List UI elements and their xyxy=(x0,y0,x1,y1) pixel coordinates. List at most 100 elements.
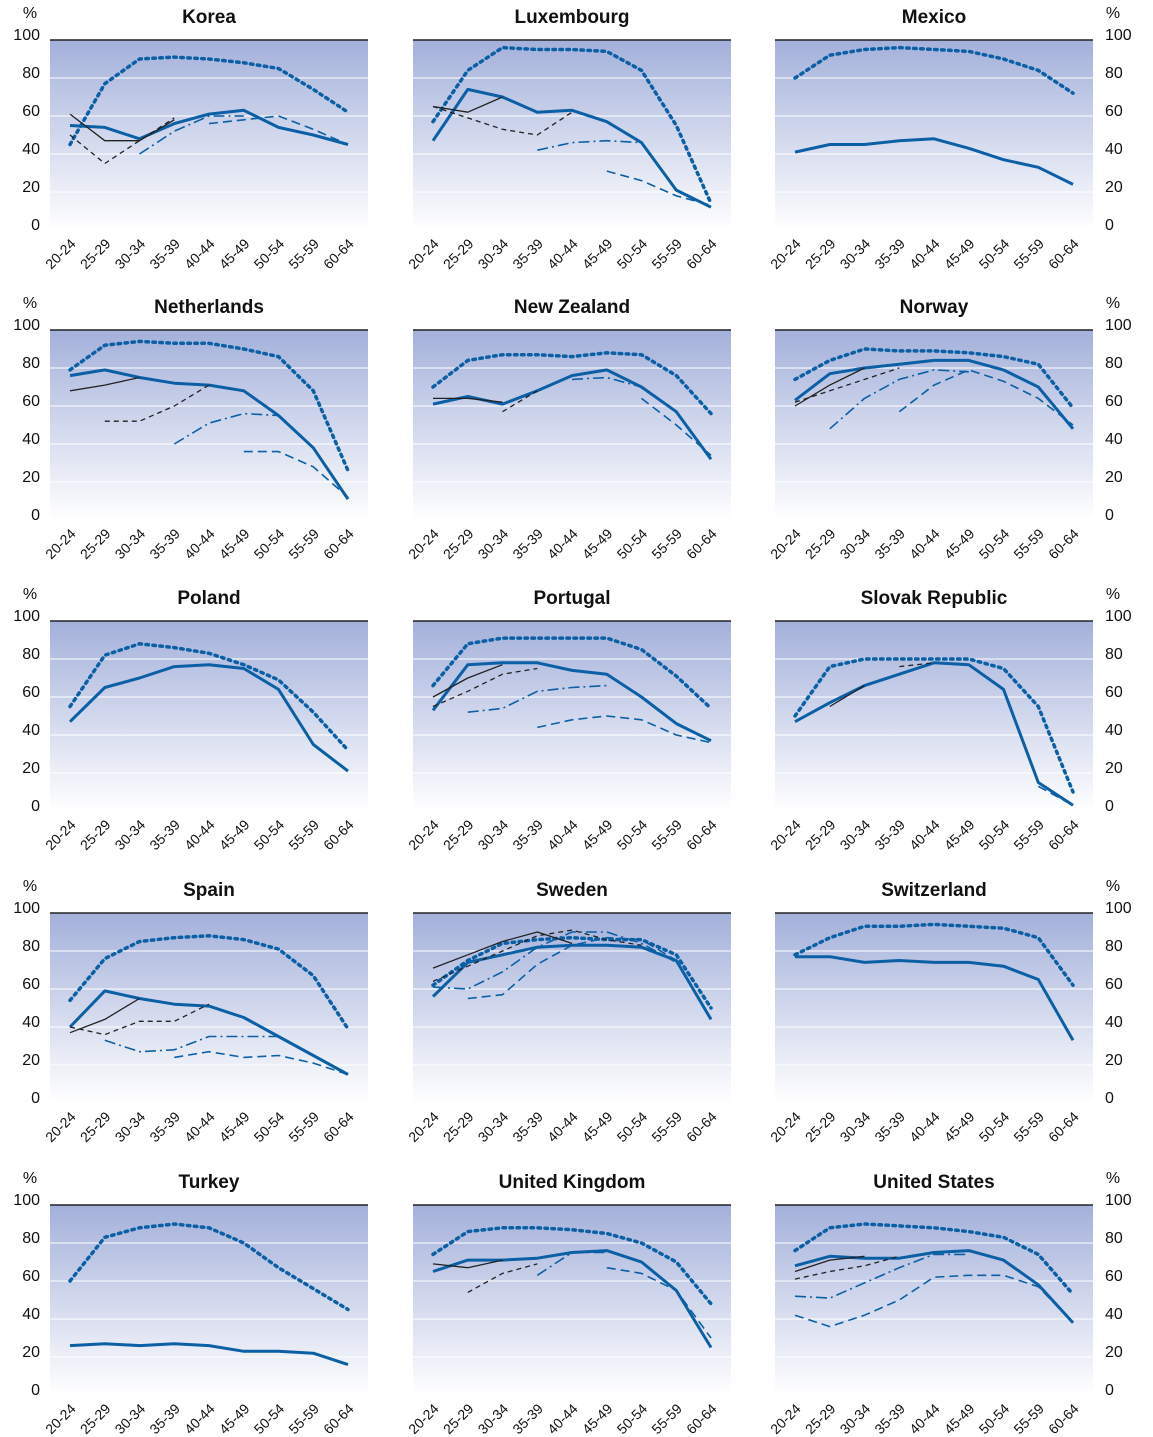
series-line xyxy=(68,663,349,773)
x-tick-label: 50-54 xyxy=(976,525,1013,562)
chart-title: Poland xyxy=(177,588,240,609)
x-tick-label: 50-54 xyxy=(976,235,1013,272)
series-line xyxy=(467,684,607,713)
x-tick-label: 20-24 xyxy=(405,816,442,853)
y-tick-label: 60 xyxy=(22,393,40,410)
series-line xyxy=(68,989,349,1076)
x-tick-label: 50-54 xyxy=(614,816,651,853)
x-tick-label: 40-44 xyxy=(181,235,218,272)
y-tick-label: 20 xyxy=(1105,179,1123,196)
series-line xyxy=(571,376,642,388)
series-line xyxy=(794,661,1074,807)
x-tick-label: 40-44 xyxy=(906,525,943,562)
x-tick-label: 55-59 xyxy=(1010,235,1047,272)
x-tick-label: 45-49 xyxy=(941,1108,978,1145)
series-line xyxy=(104,1035,279,1053)
y-tick-label: 80 xyxy=(1105,65,1123,82)
y-tick-label: 40 xyxy=(22,141,40,158)
y-axis-label: % xyxy=(1106,1170,1120,1187)
chart-title: Sweden xyxy=(536,880,608,901)
y-tick-label: 40 xyxy=(1105,1014,1123,1031)
y-tick-label: 80 xyxy=(1105,355,1123,372)
x-tick-label: 50-54 xyxy=(614,235,651,272)
x-tick-label: 20-24 xyxy=(42,1400,79,1437)
y-axis-label: % xyxy=(23,5,37,22)
chart-title: Portugal xyxy=(533,588,610,609)
y-tick-label: 40 xyxy=(1105,1306,1123,1323)
series-line xyxy=(794,1253,969,1299)
plot-background xyxy=(775,330,1093,520)
x-tick-label: 50-54 xyxy=(251,1400,288,1437)
x-tick-label: 55-59 xyxy=(648,525,685,562)
y-tick-label: 80 xyxy=(22,65,40,82)
x-tick-label: 35-39 xyxy=(146,1400,183,1437)
series-line xyxy=(432,931,573,969)
series-line xyxy=(431,87,712,209)
x-tick-label: 35-39 xyxy=(146,525,183,562)
x-tick-label: 20-24 xyxy=(42,1108,79,1145)
x-tick-label: 35-39 xyxy=(509,816,546,853)
y-tick-label: 0 xyxy=(31,1090,40,1107)
x-tick-label: 55-59 xyxy=(1010,1108,1047,1145)
x-tick-label: 40-44 xyxy=(181,1108,218,1145)
x-tick-label: 50-54 xyxy=(614,525,651,562)
series-line xyxy=(68,339,350,473)
series-line xyxy=(68,55,350,147)
x-tick-label: 30-34 xyxy=(837,1400,874,1437)
series-line xyxy=(431,1226,713,1306)
x-tick-label: 30-34 xyxy=(112,816,149,853)
series-line xyxy=(432,1259,503,1269)
x-tick-label: 40-44 xyxy=(544,1400,581,1437)
x-tick-label: 50-54 xyxy=(976,1108,1013,1145)
series-line xyxy=(432,105,573,136)
y-tick-label: 80 xyxy=(22,938,40,955)
chart-title: Spain xyxy=(183,880,235,901)
chart-title: Korea xyxy=(182,7,236,28)
x-tick-label: 35-39 xyxy=(509,235,546,272)
x-tick-label: 45-49 xyxy=(941,816,978,853)
y-tick-label: 100 xyxy=(13,608,40,625)
x-tick-label: 35-39 xyxy=(871,816,908,853)
x-tick-label: 55-59 xyxy=(648,1400,685,1437)
y-tick-label: 0 xyxy=(1105,1382,1114,1399)
y-axis-label: % xyxy=(1106,5,1120,22)
series-line xyxy=(794,358,1075,430)
y-axis-label: % xyxy=(23,878,37,895)
series-line xyxy=(537,139,642,151)
y-tick-label: 20 xyxy=(1105,469,1123,486)
x-tick-label: 50-54 xyxy=(251,816,288,853)
x-tick-label: 25-29 xyxy=(802,1400,839,1437)
x-tick-label: 30-34 xyxy=(112,235,149,272)
x-tick-label: 60-64 xyxy=(320,816,357,853)
series-line xyxy=(537,715,712,744)
chart-title: Slovak Republic xyxy=(861,588,1008,609)
x-tick-label: 40-44 xyxy=(544,235,581,272)
x-tick-label: 60-64 xyxy=(1045,235,1082,272)
x-tick-label: 25-29 xyxy=(77,816,114,853)
y-axis-label: % xyxy=(1106,878,1120,895)
series-line xyxy=(69,108,349,146)
x-tick-label: 35-39 xyxy=(509,525,546,562)
y-tick-label: 0 xyxy=(31,507,40,524)
x-tick-label: 45-49 xyxy=(216,816,253,853)
series-line xyxy=(606,1266,712,1339)
x-tick-label: 55-59 xyxy=(285,816,322,853)
y-tick-label: 20 xyxy=(1105,1344,1123,1361)
y-tick-label: 60 xyxy=(22,684,40,701)
y-tick-label: 100 xyxy=(1105,1192,1132,1209)
x-tick-label: 60-64 xyxy=(1045,525,1082,562)
x-tick-label: 45-49 xyxy=(579,1108,616,1145)
y-tick-label: 40 xyxy=(1105,722,1123,739)
x-tick-label: 60-64 xyxy=(320,1108,357,1145)
series-line xyxy=(898,369,1074,426)
plot-background xyxy=(50,621,368,811)
series-line xyxy=(899,662,935,668)
x-tick-label: 60-64 xyxy=(683,1400,720,1437)
y-tick-label: 60 xyxy=(1105,684,1123,701)
x-tick-label: 25-29 xyxy=(440,525,477,562)
x-tick-label: 60-64 xyxy=(1045,1108,1082,1145)
x-tick-label: 30-34 xyxy=(475,816,512,853)
y-tick-label: 60 xyxy=(22,976,40,993)
